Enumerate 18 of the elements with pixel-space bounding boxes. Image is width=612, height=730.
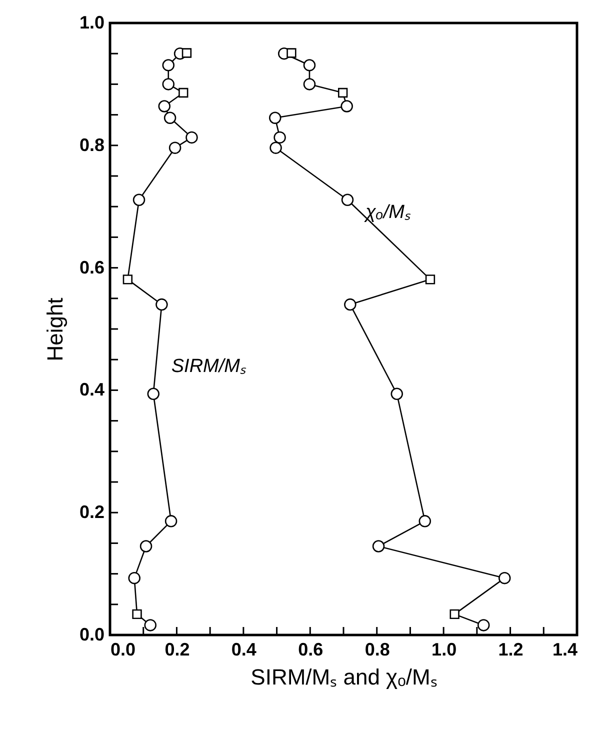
x-tick-label: 0.4 [231,640,256,660]
y-tick-label: 0.2 [79,502,104,522]
x-tick-label: 1.2 [498,640,524,660]
y-axis-title: Height [42,298,68,362]
y-tick-label: 1.0 [79,12,104,32]
x-tick-label: 0.8 [364,640,390,660]
series-label: χₒ/Mₛ [364,202,412,223]
x-tick-label: 0.2 [164,640,190,660]
x-tick-label: 1.4 [552,640,578,660]
y-tick-label: 0.6 [79,257,104,278]
series-label: SIRM/Mₛ [171,356,247,377]
x-tick-label: 0.0 [110,640,136,660]
y-tick-label: 0.8 [79,134,104,155]
y-tick-label: 0.0 [79,624,104,644]
y-tick-label: 0.4 [79,380,104,400]
x-tick-label: 1.0 [432,640,457,660]
x-axis-title: SIRM/Mₛ and χₒ/Mₛ [250,664,438,690]
x-tick-label: 0.6 [298,640,324,660]
